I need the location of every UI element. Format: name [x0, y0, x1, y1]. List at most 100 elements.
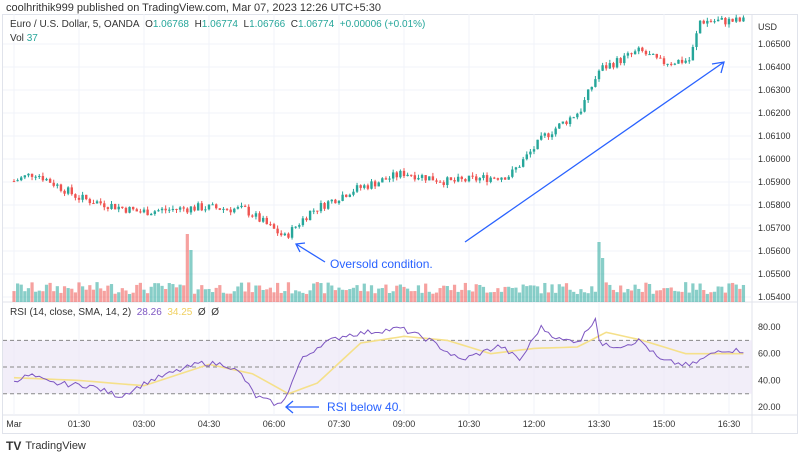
volume-bar — [655, 290, 659, 302]
candle-body — [478, 178, 482, 181]
candle-body — [330, 199, 333, 202]
volume-bar — [572, 291, 576, 302]
volume-bar — [554, 292, 558, 302]
volume-bar — [626, 288, 630, 302]
time-tick-label: 06:00 — [263, 419, 286, 429]
volume-bar — [489, 292, 493, 302]
candle-body — [677, 59, 680, 64]
volume-bar — [601, 258, 605, 302]
price-tick-label: 1.06200 — [758, 108, 791, 118]
candle-body — [121, 206, 124, 208]
candle-body — [456, 176, 460, 182]
volume-bar — [19, 284, 23, 302]
volume-bar — [102, 290, 106, 302]
volume-bar — [434, 292, 439, 302]
volume-bar — [521, 284, 525, 302]
volume-bar — [160, 285, 164, 302]
candle-body — [139, 211, 142, 213]
candle-body — [601, 65, 604, 71]
volume-bar — [499, 291, 504, 302]
volume-bar — [485, 292, 489, 302]
volume-bar — [135, 284, 139, 302]
volume-bar — [402, 286, 406, 302]
volume-bar — [304, 293, 309, 302]
volume-bar — [261, 289, 265, 302]
volume-bar — [564, 283, 569, 302]
price-tick-label: 1.05700 — [758, 223, 791, 233]
volume-bar — [106, 285, 110, 302]
candle-body — [655, 53, 658, 58]
candle-body — [579, 111, 583, 114]
volume-bar — [694, 289, 699, 302]
volume-bar — [286, 282, 291, 302]
volume-bar — [351, 287, 356, 302]
candle-body — [103, 203, 106, 208]
candle-body — [34, 176, 37, 178]
volume-bar — [192, 293, 197, 302]
volume-bar — [272, 292, 276, 302]
volume-bar — [575, 293, 579, 302]
candle-body — [348, 194, 352, 197]
trend-arrow-head-icon — [711, 61, 725, 74]
candle-body — [308, 210, 312, 221]
volume-bar — [691, 283, 695, 302]
candle-body — [413, 175, 417, 180]
volume-bar — [369, 285, 374, 302]
volume-bar — [698, 283, 702, 302]
volume-bar — [673, 290, 677, 302]
volume-bar — [416, 285, 421, 302]
volume-bar — [391, 291, 395, 302]
candle-body — [410, 174, 413, 176]
low-value: 1.06766 — [249, 19, 286, 30]
oversold-arrow-head-icon — [295, 242, 306, 253]
volume-bar — [127, 293, 132, 302]
volume-bar — [131, 292, 135, 302]
volume-bar — [579, 289, 583, 302]
candle-body — [160, 208, 164, 211]
volume-bar — [44, 284, 49, 302]
candle-body — [503, 177, 507, 180]
candle-body — [680, 59, 684, 63]
candle-body — [326, 201, 330, 209]
candle-body — [95, 201, 99, 204]
candle-body — [222, 208, 225, 210]
candle-body — [52, 182, 55, 186]
volume-bar — [611, 289, 616, 302]
change-value: +0.00006 (+0.01%) — [339, 19, 426, 30]
candle-body — [193, 206, 196, 211]
candle-body — [713, 21, 716, 23]
candle-body — [218, 208, 222, 210]
volume-bar — [709, 292, 713, 302]
volume-bar — [214, 287, 218, 302]
volume-bar — [586, 293, 590, 302]
volume-bar — [474, 284, 478, 302]
volume-bar — [716, 286, 720, 302]
candle-body — [583, 100, 586, 112]
candle-body — [543, 133, 547, 136]
time-tick-label: 10:30 — [458, 419, 481, 429]
volume-bar — [431, 293, 435, 302]
candle-body — [471, 175, 474, 177]
time-tick-label: 09:00 — [393, 419, 416, 429]
candle-body — [424, 175, 427, 181]
volume-bar — [326, 282, 330, 302]
volume-bar — [427, 291, 431, 302]
volume-bar — [420, 292, 424, 302]
candle-body — [684, 60, 687, 63]
open-label: O — [145, 19, 153, 30]
candle-body — [74, 194, 77, 198]
rsi-legend: RSI (14, close, SMA, 14, 2) 28.26 34.25 … — [10, 307, 219, 318]
volume-bar — [471, 291, 475, 302]
candle-body — [59, 184, 63, 191]
candle-body — [27, 173, 30, 176]
candle-body — [561, 121, 565, 124]
candle-body — [258, 213, 261, 222]
candle-body — [688, 60, 691, 62]
candle-body — [240, 205, 243, 208]
volume-bar — [720, 286, 724, 302]
volume-bar — [406, 288, 410, 302]
candle-body — [196, 203, 200, 211]
candle-body — [113, 203, 117, 210]
candle-body — [211, 204, 214, 206]
